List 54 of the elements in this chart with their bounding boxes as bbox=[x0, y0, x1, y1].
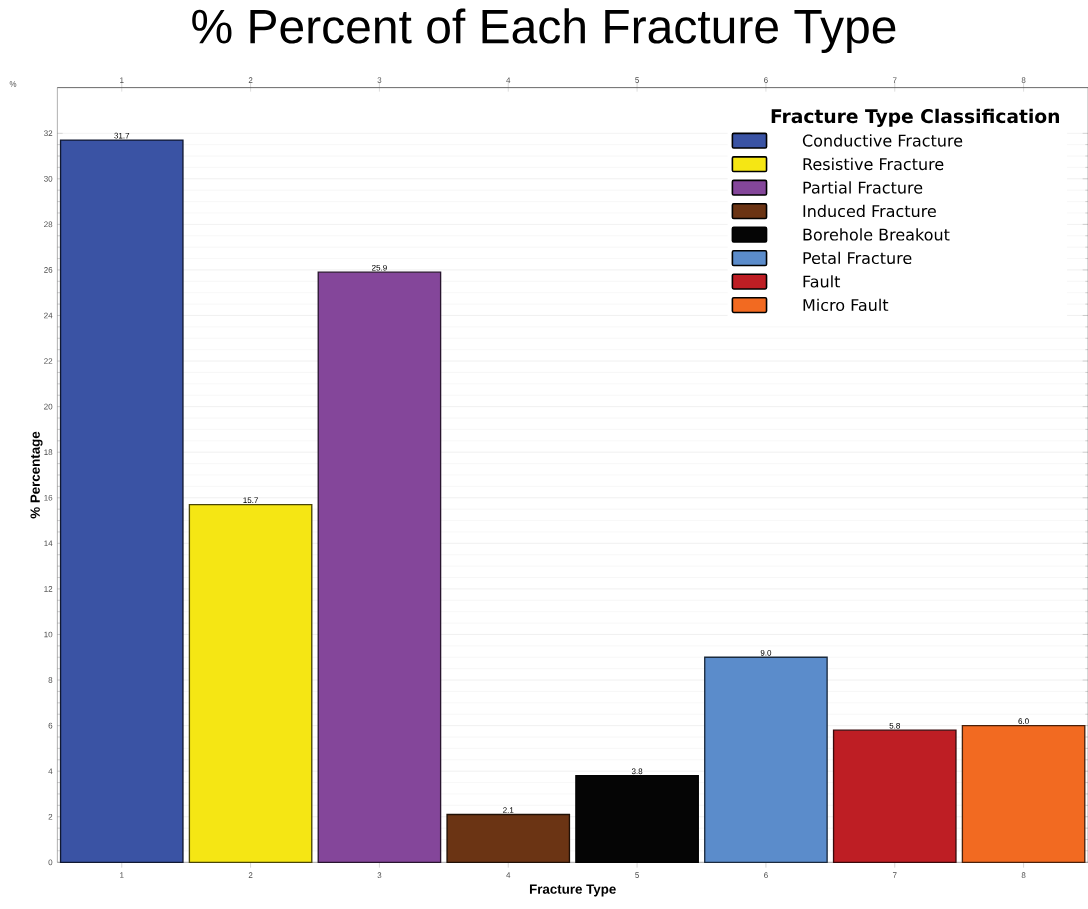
y-tick-label: 26 bbox=[44, 267, 53, 273]
legend-label: Borehole Breakout bbox=[803, 228, 950, 241]
y-tick-label: 12 bbox=[44, 586, 53, 592]
x-tick-label: 4 bbox=[506, 77, 511, 83]
category-label: 1 bbox=[120, 872, 124, 878]
data-label: 31.7 bbox=[114, 132, 130, 139]
legend-label: Partial Fracture bbox=[803, 181, 923, 194]
y-tick-label: 8 bbox=[48, 677, 53, 683]
data-label: 2.1 bbox=[503, 807, 514, 813]
category-label: 7 bbox=[892, 872, 897, 878]
category-label: 4 bbox=[506, 872, 511, 878]
y-tick-label: 22 bbox=[44, 358, 53, 364]
category-label: 6 bbox=[764, 872, 768, 879]
chart-title: % Percent of Each Fracture Type bbox=[192, 8, 896, 54]
x-tick-label: 6 bbox=[764, 77, 768, 83]
y-tick-label: 32 bbox=[44, 130, 53, 137]
x-tick-label: 5 bbox=[635, 77, 639, 83]
y-tick-label: 20 bbox=[44, 403, 53, 410]
y-tick-label: 28 bbox=[44, 221, 53, 228]
y-tick-label: 14 bbox=[44, 540, 53, 547]
y-tick-label: 6 bbox=[48, 722, 53, 729]
text: % bbox=[9, 81, 17, 87]
x-tick-label: 8 bbox=[1021, 77, 1026, 83]
y-tick-label: 10 bbox=[44, 631, 53, 638]
legend-label: Fault bbox=[803, 275, 841, 288]
y-tick-label: 24 bbox=[44, 312, 53, 319]
x-tick-label: 1 bbox=[120, 77, 124, 83]
data-label: 3.8 bbox=[631, 768, 643, 775]
data-label: 25.9 bbox=[372, 264, 387, 271]
data-label: 9.0 bbox=[760, 650, 772, 656]
x-tick-label: 2 bbox=[248, 77, 253, 83]
y-tick-label: 30 bbox=[44, 175, 53, 182]
y-tick-label: 16 bbox=[44, 494, 53, 501]
y-axis-title: % Percentage bbox=[30, 431, 43, 519]
legend-label: Conductive Fracture bbox=[802, 134, 963, 147]
y-tick-label: 2 bbox=[48, 813, 53, 820]
legend-title: Fracture Type Classification bbox=[771, 108, 1059, 127]
x-tick-label: 7 bbox=[892, 77, 897, 83]
legend-label: Petal Fracture bbox=[803, 251, 912, 265]
data-label: 5.8 bbox=[889, 722, 900, 729]
y-tick-label: 0 bbox=[48, 859, 53, 866]
y-tick-label: 4 bbox=[48, 768, 53, 774]
legend-label: Induced Fracture bbox=[803, 204, 936, 218]
category-label: 3 bbox=[377, 872, 382, 879]
data-label: 6.0 bbox=[1018, 718, 1029, 725]
x-tick-label: 3 bbox=[377, 77, 382, 83]
y-tick-label: 18 bbox=[44, 449, 53, 456]
x-axis-title: Fracture Type bbox=[529, 884, 616, 897]
data-label: 15.7 bbox=[243, 497, 258, 504]
legend-label: Resistive Fracture bbox=[803, 157, 944, 171]
category-label: 2 bbox=[248, 872, 253, 878]
category-label: 5 bbox=[635, 872, 639, 878]
category-label: 8 bbox=[1021, 872, 1026, 879]
legend-label: Micro Fault bbox=[803, 298, 889, 312]
